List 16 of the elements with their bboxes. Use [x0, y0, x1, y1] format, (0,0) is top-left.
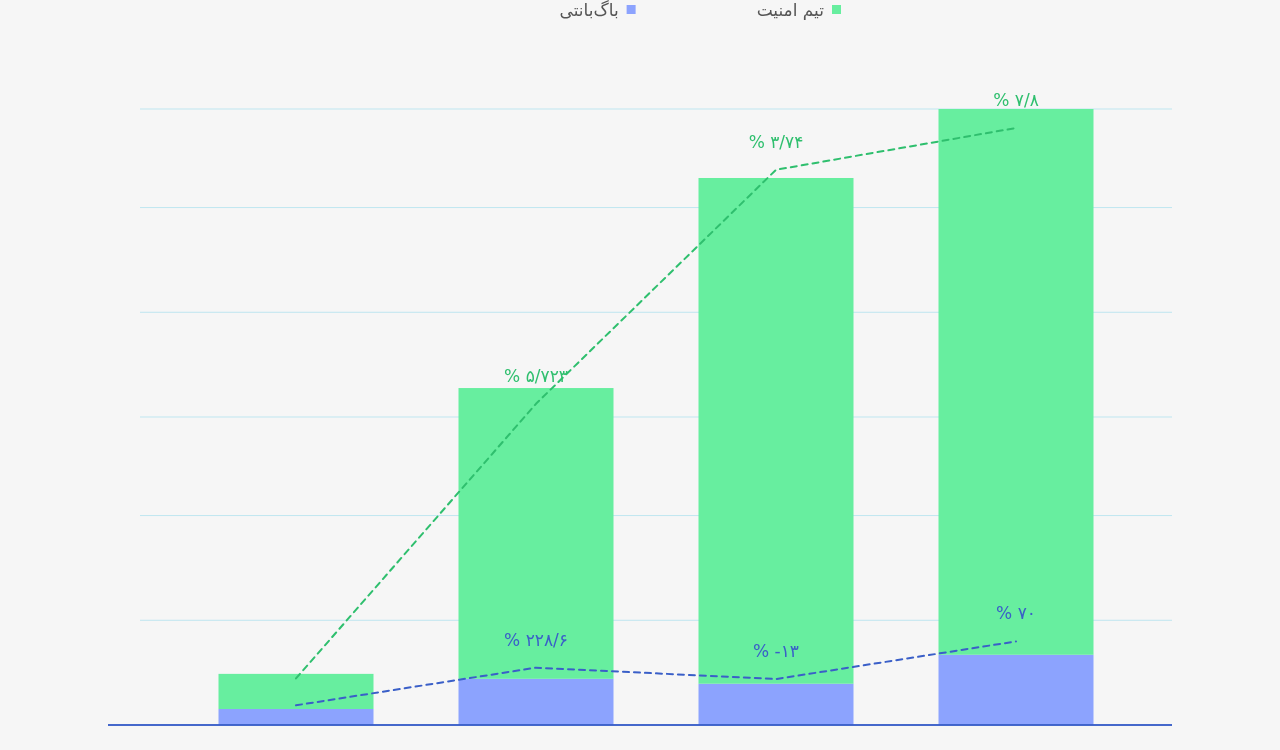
annotation: % -۱۳ — [753, 641, 799, 662]
bar — [938, 654, 1094, 725]
bar — [458, 678, 614, 725]
legend-label: تیم امنیت — [756, 0, 825, 21]
bar — [218, 673, 374, 709]
bar — [938, 109, 1094, 655]
annotation: % ۵/۷۲۳ — [504, 365, 568, 386]
bar — [698, 177, 854, 684]
annotation: % ۳/۷۴ — [748, 131, 804, 152]
bar — [218, 708, 374, 725]
bar — [458, 388, 614, 679]
annotation: % ۲۲۸/۶ — [504, 629, 568, 650]
annotation: % ۷۰ — [996, 603, 1036, 624]
bar — [698, 683, 854, 725]
annotation: % ۷/۸ — [993, 90, 1039, 110]
legend-label: باگ‌بانتی — [559, 0, 619, 20]
